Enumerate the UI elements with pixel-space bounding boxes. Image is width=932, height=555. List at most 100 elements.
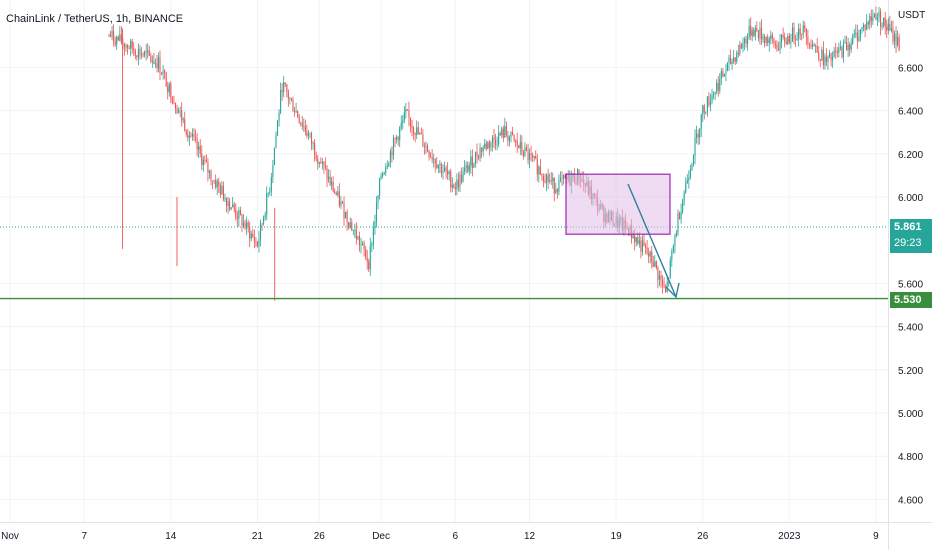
candle-body [182, 119, 184, 121]
candle-body [190, 135, 192, 137]
candle-body [310, 133, 313, 144]
time-tick-label: 6 [453, 531, 459, 542]
candle-body [123, 44, 126, 48]
candle-body [399, 127, 401, 141]
candle-body [379, 178, 381, 196]
candle-body [892, 28, 894, 42]
candle-body [321, 161, 323, 164]
candle-body [351, 222, 353, 231]
candle-body [756, 28, 758, 31]
candle-body [685, 183, 687, 193]
candle-body [504, 126, 506, 138]
candle-body [760, 27, 763, 40]
candle-body [522, 151, 524, 156]
candle-body [408, 110, 410, 118]
candle-body [873, 13, 875, 18]
candle-body [191, 134, 194, 137]
candle-body [813, 44, 815, 47]
candle-body [440, 163, 442, 174]
candle-body [252, 233, 254, 237]
candle-body [397, 137, 399, 141]
candle-body [544, 181, 546, 183]
candle-body [255, 241, 257, 243]
candle-body [338, 191, 340, 206]
candle-body [717, 83, 719, 91]
candle-body [212, 180, 214, 182]
candle-body [674, 236, 676, 246]
candle-body [558, 180, 560, 193]
candle-body [742, 43, 744, 49]
candle-body [151, 61, 153, 63]
candle-body [661, 279, 664, 286]
candle-body [137, 48, 139, 58]
candle-body [776, 44, 778, 50]
candle-body [777, 49, 780, 51]
candle-body [564, 175, 566, 178]
candle-body [181, 110, 183, 121]
candle-body [225, 197, 228, 206]
candle-body [524, 147, 526, 156]
candle-body [759, 27, 761, 38]
candle-body [298, 116, 300, 123]
candle-body [555, 189, 557, 194]
candle-body [765, 37, 767, 43]
candle-body [315, 155, 317, 160]
candle-body [791, 27, 793, 42]
bar-countdown: 29:23 [894, 237, 922, 249]
candle-body [431, 157, 433, 160]
candle-body [743, 38, 746, 44]
candle-body [170, 83, 172, 100]
candle-body [643, 240, 645, 247]
candle-body [844, 42, 846, 44]
candle-body [464, 168, 466, 172]
candle-body [430, 157, 432, 159]
candle-body [383, 172, 385, 174]
candle-body [549, 180, 551, 182]
candle-body [340, 201, 342, 206]
candle-body [204, 159, 206, 161]
candle-body [530, 153, 532, 155]
candle-body [436, 164, 438, 169]
candle-body [828, 53, 831, 57]
candle-body [324, 165, 327, 169]
price-axis-unit[interactable]: USDT [898, 10, 926, 21]
candle-body [272, 165, 274, 178]
candle-body [460, 174, 463, 182]
candle-body [160, 72, 163, 74]
candle-body [505, 126, 507, 136]
candle-body [796, 38, 798, 40]
candle-body [482, 147, 484, 152]
candle-body [682, 200, 684, 213]
candle-body [788, 36, 790, 43]
candle-body [450, 171, 452, 188]
candle-body [253, 236, 255, 242]
time-tick-label: 26 [697, 531, 709, 542]
candle-body [858, 36, 860, 41]
candle-body [241, 214, 243, 226]
candle-body [739, 44, 741, 54]
candle-body [165, 72, 167, 87]
candle-body [198, 146, 200, 150]
candle-body [866, 22, 868, 31]
candle-body [671, 251, 673, 261]
candle-body [276, 120, 279, 136]
candle-body [280, 90, 282, 113]
candle-body [413, 128, 415, 134]
candle-body [802, 25, 804, 35]
candle-body [515, 140, 517, 142]
candle-body [369, 246, 371, 270]
candle-body [535, 156, 537, 159]
candle-body [312, 142, 314, 144]
candle-body [519, 142, 521, 148]
title-separator-1: , [109, 13, 116, 25]
candle-body [372, 228, 374, 245]
candle-body [864, 24, 866, 31]
candle-body [705, 111, 707, 113]
candle-body [224, 197, 226, 200]
candle-body [852, 35, 854, 44]
candle-body [660, 275, 662, 280]
candle-body [646, 247, 648, 254]
candle-body [638, 240, 640, 244]
